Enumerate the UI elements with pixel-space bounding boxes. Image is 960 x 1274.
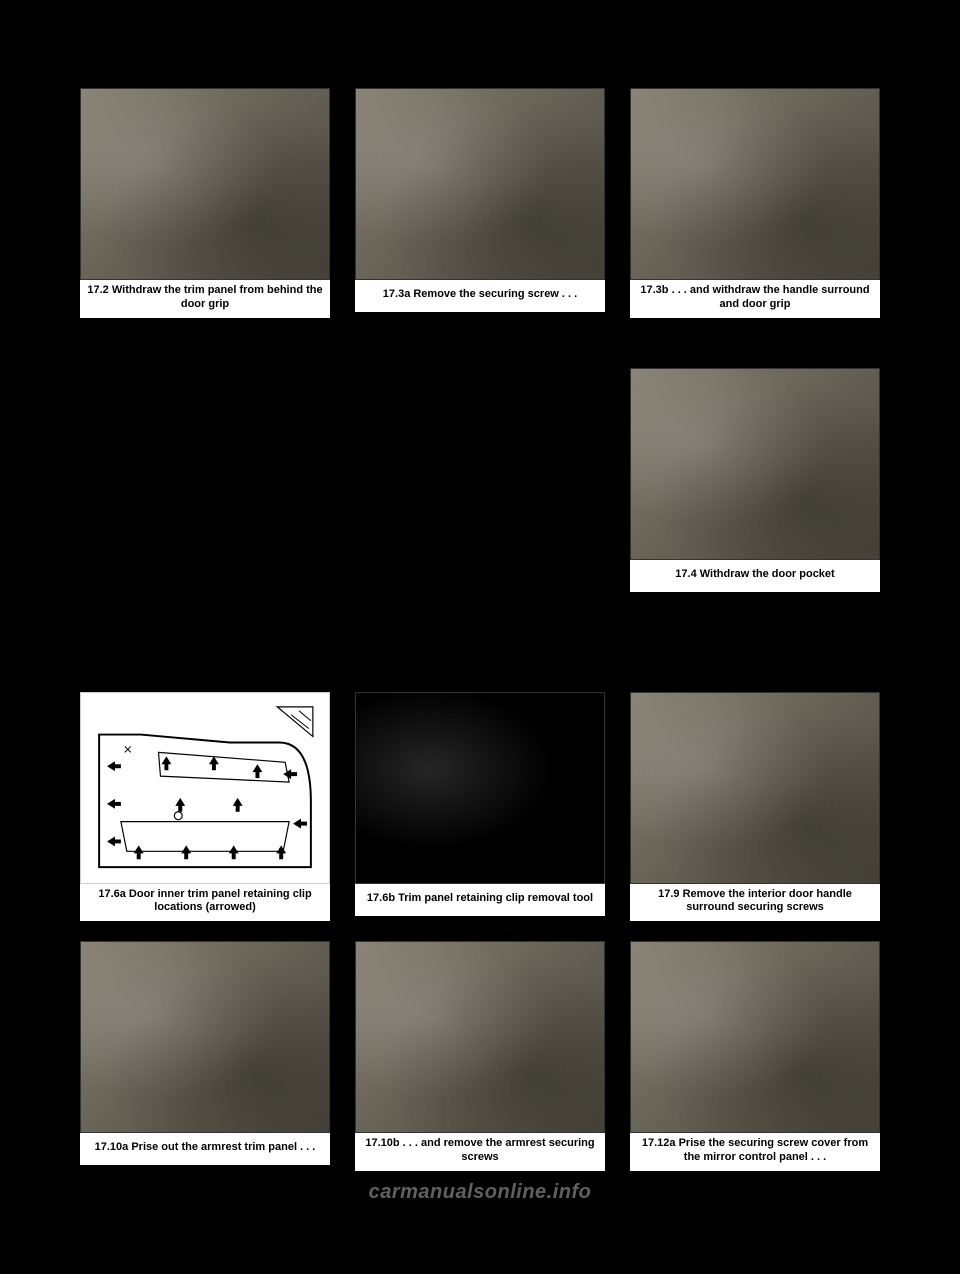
figure-17-6b: 17.6b Trim panel retaining clip removal … [355, 692, 605, 922]
caption-17-3a: 17.3a Remove the securing screw . . . [355, 280, 605, 312]
figure-17-12a: 17.12a Prise the securing screw cover fr… [630, 941, 880, 1171]
photo-17-12a [630, 941, 880, 1133]
figure-17-2: 17.2 Withdraw the trim panel from behind… [80, 88, 330, 318]
door-clip-diagram-svg [81, 693, 329, 883]
figure-17-10b: 17.10b . . . and remove the armrest secu… [355, 941, 605, 1171]
figure-17-3b: 17.3b . . . and withdraw the handle surr… [630, 88, 880, 318]
figure-17-3a: 17.3a Remove the securing screw . . . [355, 88, 605, 318]
watermark-text: carmanualsonline.info [80, 1181, 880, 1204]
figure-17-4: 17.4 Withdraw the door pocket [630, 368, 880, 592]
caption-17-10a: 17.10a Prise out the armrest trim panel … [80, 1133, 330, 1165]
caption-17-6a: 17.6a Door inner trim panel retaining cl… [80, 884, 330, 922]
caption-17-10b: 17.10b . . . and remove the armrest secu… [355, 1133, 605, 1171]
caption-17-12a: 17.12a Prise the securing screw cover fr… [630, 1133, 880, 1171]
photo-17-10a [80, 941, 330, 1133]
caption-17-3b: 17.3b . . . and withdraw the handle surr… [630, 280, 880, 318]
photo-17-9 [630, 692, 880, 884]
figure-17-10a: 17.10a Prise out the armrest trim panel … [80, 941, 330, 1171]
caption-17-9: 17.9 Remove the interior door handle sur… [630, 884, 880, 922]
photo-17-3b [630, 88, 880, 280]
figure-row-4: 17.10a Prise out the armrest trim panel … [80, 941, 880, 1171]
photo-17-2 [80, 88, 330, 280]
figure-row-2: 17.4 Withdraw the door pocket [80, 368, 880, 592]
photo-17-4 [630, 368, 880, 560]
caption-17-6b: 17.6b Trim panel retaining clip removal … [355, 884, 605, 916]
caption-17-4: 17.4 Withdraw the door pocket [630, 560, 880, 592]
photo-17-3a [355, 88, 605, 280]
diagram-17-6a [80, 692, 330, 884]
photo-17-10b [355, 941, 605, 1133]
manual-page: 17.2 Withdraw the trim panel from behind… [0, 0, 960, 1274]
figure-row-3: 17.6a Door inner trim panel retaining cl… [80, 692, 880, 922]
figure-17-6a: 17.6a Door inner trim panel retaining cl… [80, 692, 330, 922]
caption-17-2: 17.2 Withdraw the trim panel from behind… [80, 280, 330, 318]
figure-17-9: 17.9 Remove the interior door handle sur… [630, 692, 880, 922]
photo-17-6b [355, 692, 605, 884]
figure-row-1: 17.2 Withdraw the trim panel from behind… [80, 88, 880, 318]
